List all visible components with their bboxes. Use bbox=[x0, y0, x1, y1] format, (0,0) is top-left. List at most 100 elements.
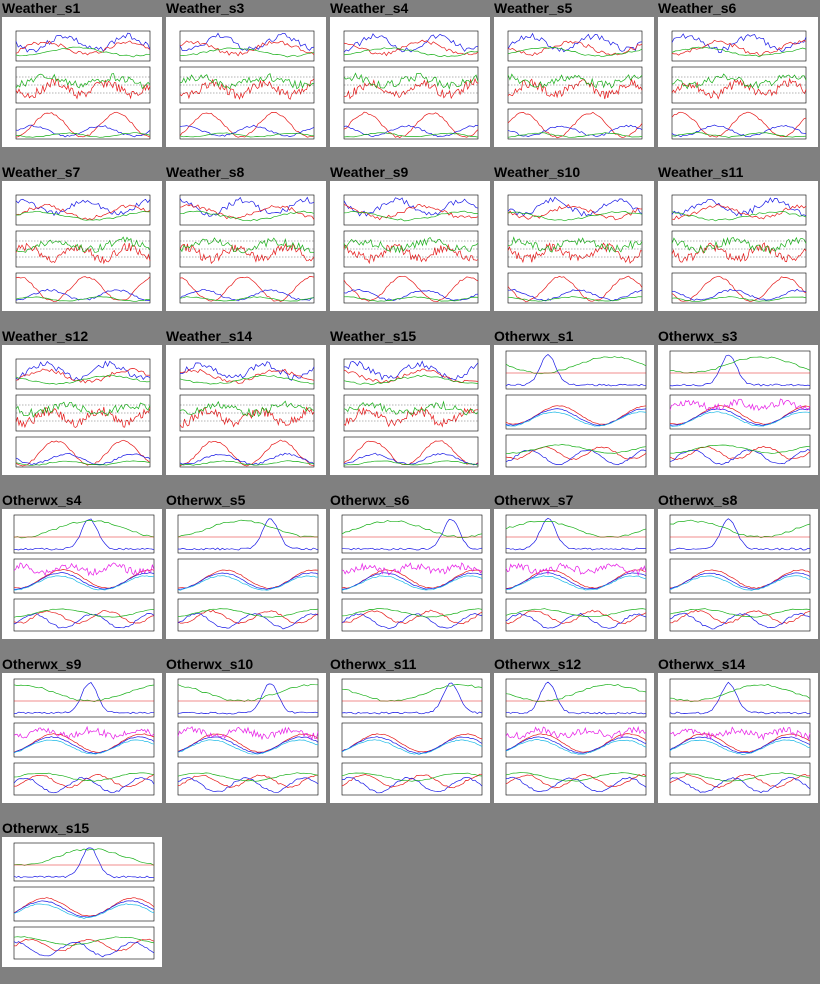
plot-thumbnail[interactable] bbox=[330, 673, 490, 803]
thumbnail-label[interactable]: Otherwx_s3 bbox=[658, 328, 738, 344]
plot-thumbnail[interactable] bbox=[2, 509, 162, 639]
green-series bbox=[179, 132, 315, 138]
plot-thumbnail[interactable] bbox=[330, 17, 490, 147]
green-series bbox=[179, 237, 315, 254]
plot-thumbnail[interactable] bbox=[166, 181, 326, 311]
thumbnail-card[interactable]: Otherwx_s3 bbox=[656, 328, 820, 492]
thumbnail-label[interactable]: Otherwx_s9 bbox=[2, 656, 82, 672]
thumbnail-label[interactable]: Weather_s9 bbox=[330, 164, 409, 180]
blue-series bbox=[669, 408, 811, 426]
thumbnail-label[interactable]: Weather_s5 bbox=[494, 0, 573, 16]
red-series bbox=[669, 733, 811, 753]
thumbnail-card[interactable]: Weather_s12 bbox=[0, 328, 164, 492]
blue-series bbox=[341, 613, 483, 630]
thumbnail-label[interactable]: Otherwx_s11 bbox=[330, 656, 417, 672]
thumbnail-label[interactable]: Otherwx_s5 bbox=[166, 492, 246, 508]
thumbnail-label[interactable]: Otherwx_s15 bbox=[2, 820, 90, 836]
plot-thumbnail-image bbox=[669, 350, 811, 468]
plot-thumbnail[interactable] bbox=[330, 509, 490, 639]
thumbnail-card[interactable]: Weather_s4 bbox=[328, 0, 492, 164]
thumbnail-label[interactable]: Weather_s3 bbox=[166, 0, 245, 16]
blue-series bbox=[505, 736, 647, 754]
top-panel bbox=[13, 514, 155, 554]
thumbnail-label[interactable]: Otherwx_s1 bbox=[494, 328, 574, 344]
middle-panel bbox=[669, 394, 811, 430]
thumbnail-card[interactable]: Weather_s10 bbox=[492, 164, 656, 328]
thumbnail-card[interactable]: Otherwx_s4 bbox=[0, 492, 164, 656]
plot-thumbnail[interactable] bbox=[330, 345, 490, 475]
thumbnail-card[interactable]: Otherwx_s14 bbox=[656, 656, 820, 820]
thumbnail-label[interactable]: Weather_s10 bbox=[494, 164, 581, 180]
plot-thumbnail[interactable] bbox=[494, 17, 654, 147]
thumbnail-label[interactable]: Weather_s11 bbox=[658, 164, 744, 180]
top-panel bbox=[505, 350, 647, 390]
bottom-panel bbox=[13, 762, 155, 796]
thumbnail-label[interactable]: Otherwx_s8 bbox=[658, 492, 738, 508]
thumbnail-card[interactable]: Otherwx_s5 bbox=[164, 492, 328, 656]
plot-thumbnail[interactable] bbox=[2, 17, 162, 147]
blue-series bbox=[341, 736, 483, 754]
thumbnail-label[interactable]: Weather_s4 bbox=[330, 0, 409, 16]
plot-thumbnail[interactable] bbox=[494, 509, 654, 639]
green-series bbox=[669, 519, 811, 539]
thumbnail-label[interactable]: Weather_s6 bbox=[658, 0, 737, 16]
plot-thumbnail[interactable] bbox=[2, 837, 162, 967]
plot-thumbnail[interactable] bbox=[2, 345, 162, 475]
top-panel bbox=[15, 30, 151, 62]
plot-thumbnail[interactable] bbox=[658, 345, 818, 475]
plot-thumbnail[interactable] bbox=[494, 181, 654, 311]
thumbnail-label[interactable]: Otherwx_s14 bbox=[658, 656, 746, 672]
plot-thumbnail[interactable] bbox=[166, 673, 326, 803]
plot-thumbnail-image bbox=[13, 842, 155, 960]
plot-thumbnail[interactable] bbox=[166, 17, 326, 147]
thumbnail-label[interactable]: Weather_s7 bbox=[2, 164, 81, 180]
plot-thumbnail[interactable] bbox=[166, 509, 326, 639]
thumbnail-card[interactable]: Weather_s15 bbox=[328, 328, 492, 492]
thumbnail-label[interactable]: Weather_s8 bbox=[166, 164, 245, 180]
plot-thumbnail[interactable] bbox=[658, 181, 818, 311]
plot-thumbnail[interactable] bbox=[2, 181, 162, 311]
plot-thumbnail[interactable] bbox=[658, 509, 818, 639]
cyan-series bbox=[13, 739, 155, 755]
plot-thumbnail[interactable] bbox=[494, 345, 654, 475]
thumbnail-card[interactable]: Weather_s5 bbox=[492, 0, 656, 164]
thumbnail-card[interactable]: Weather_s9 bbox=[328, 164, 492, 328]
thumbnail-card[interactable]: Otherwx_s8 bbox=[656, 492, 820, 656]
thumbnail-card[interactable]: Otherwx_s1 bbox=[492, 328, 656, 492]
thumbnail-label[interactable]: Otherwx_s4 bbox=[2, 492, 82, 508]
plot-thumbnail[interactable] bbox=[658, 17, 818, 147]
red-series bbox=[671, 111, 807, 138]
red-series bbox=[671, 39, 807, 56]
thumbnail-label[interactable]: Otherwx_s7 bbox=[494, 492, 574, 508]
plot-thumbnail[interactable] bbox=[658, 673, 818, 803]
thumbnail-card[interactable]: Weather_s6 bbox=[656, 0, 820, 164]
thumbnail-label[interactable]: Weather_s15 bbox=[330, 328, 417, 344]
thumbnail-card[interactable]: Otherwx_s7 bbox=[492, 492, 656, 656]
thumbnail-label[interactable]: Weather_s14 bbox=[166, 328, 253, 344]
plot-thumbnail[interactable] bbox=[166, 345, 326, 475]
plot-thumbnail[interactable] bbox=[2, 673, 162, 803]
thumbnail-card[interactable]: Otherwx_s6 bbox=[328, 492, 492, 656]
green-series bbox=[671, 46, 807, 58]
thumbnail-card[interactable]: Weather_s3 bbox=[164, 0, 328, 164]
plot-thumbnail[interactable] bbox=[330, 181, 490, 311]
thumbnail-card[interactable]: Otherwx_s10 bbox=[164, 656, 328, 820]
thumbnail-label[interactable]: Otherwx_s10 bbox=[166, 656, 254, 672]
thumbnail-card[interactable]: Weather_s11 bbox=[656, 164, 820, 328]
thumbnail-label[interactable]: Weather_s12 bbox=[2, 328, 89, 344]
thumbnail-card[interactable]: Otherwx_s15 bbox=[0, 820, 164, 984]
thumbnail-card[interactable]: Weather_s14 bbox=[164, 328, 328, 492]
thumbnail-label[interactable]: Otherwx_s6 bbox=[330, 492, 410, 508]
thumbnail-card[interactable]: Otherwx_s12 bbox=[492, 656, 656, 820]
blue-series bbox=[669, 572, 811, 590]
green-series bbox=[669, 684, 811, 703]
thumbnail-label[interactable]: Weather_s1 bbox=[2, 0, 81, 16]
thumbnail-card[interactable]: Weather_s8 bbox=[164, 164, 328, 328]
thumbnail-label[interactable]: Otherwx_s12 bbox=[494, 656, 582, 672]
thumbnail-card[interactable]: Weather_s1 bbox=[0, 0, 164, 164]
thumbnail-card[interactable]: Weather_s7 bbox=[0, 164, 164, 328]
thumbnail-card[interactable]: Otherwx_s9 bbox=[0, 656, 164, 820]
plot-thumbnail[interactable] bbox=[494, 673, 654, 803]
thumbnail-card[interactable]: Otherwx_s11 bbox=[328, 656, 492, 820]
middle-panel bbox=[505, 722, 647, 758]
